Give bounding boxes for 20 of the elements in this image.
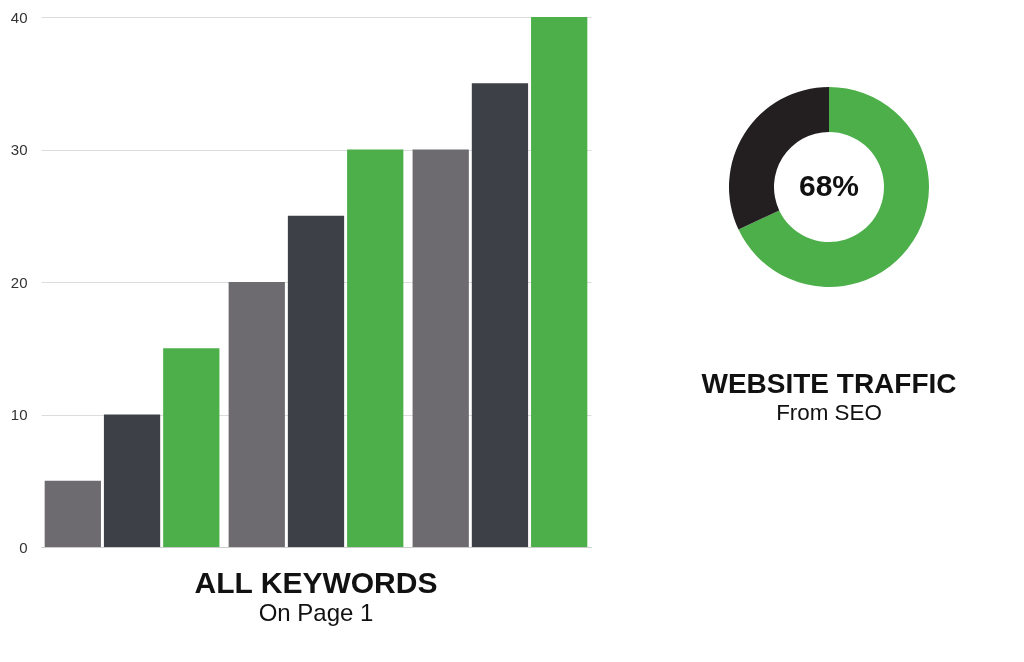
bar bbox=[163, 348, 220, 547]
text: From SEO bbox=[776, 400, 882, 425]
y-tick-label: 20 bbox=[10, 273, 28, 291]
data-label: 68% bbox=[798, 169, 860, 202]
y-tick-label: 10 bbox=[10, 406, 28, 423]
bar bbox=[412, 149, 469, 547]
text: ALL KEYWORDS bbox=[194, 566, 438, 599]
bar bbox=[103, 414, 161, 547]
bar bbox=[228, 282, 285, 547]
bar bbox=[287, 215, 345, 547]
bar bbox=[347, 149, 404, 547]
text: On Page 1 bbox=[258, 599, 374, 626]
y-tick-label: 0 bbox=[19, 538, 28, 556]
text: WEBSITE TRAFFIC bbox=[701, 368, 957, 399]
y-tick-label: 40 bbox=[10, 8, 28, 26]
y-tick-label: 30 bbox=[10, 141, 28, 158]
bar bbox=[531, 17, 588, 547]
bar bbox=[471, 83, 529, 547]
donut-slice bbox=[738, 87, 929, 287]
bar bbox=[44, 480, 101, 547]
